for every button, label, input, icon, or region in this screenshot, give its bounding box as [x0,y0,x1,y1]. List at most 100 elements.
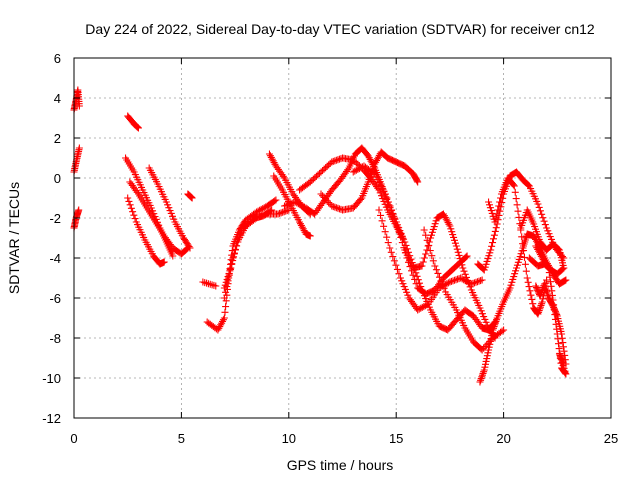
data-point [329,203,337,211]
data-point [296,201,304,209]
series-s23 [474,168,568,274]
data-point [525,283,533,291]
data-point [276,209,284,217]
data-point [538,210,546,218]
data-point [228,260,236,268]
data-point [440,284,448,292]
y-tick-label: -4 [49,251,61,266]
data-point [470,279,478,287]
data-point [124,194,132,202]
data-point [514,207,522,215]
data-point [125,197,133,205]
data-point [498,327,506,335]
data-point [357,164,365,172]
data-point [188,193,196,201]
data-point [478,346,486,354]
data-point [555,245,563,253]
series-s4 [124,112,142,132]
y-tick-label: -8 [49,331,61,346]
data-point [417,304,425,312]
data-point [550,306,558,314]
data-point [419,258,427,266]
data-point [426,247,434,255]
data-point [520,253,528,261]
data-point [335,155,343,163]
data-point [431,262,439,270]
series-s9 [184,190,196,202]
data-point [553,330,561,338]
data-point [459,264,467,272]
data-point [456,255,464,263]
x-tick-label: 15 [389,431,403,446]
data-point [420,303,428,311]
data-point [447,277,455,285]
data-point [385,198,393,206]
data-point [423,301,431,309]
data-point [496,198,504,206]
data-point [231,246,239,254]
data-point [293,199,301,207]
data-point [492,224,500,232]
data-point [291,198,299,206]
data-point [487,246,495,254]
data-point [357,195,365,203]
data-point [481,343,489,351]
data-point [223,283,231,291]
data-point [233,242,241,250]
data-point [444,279,452,287]
data-point [477,375,485,383]
data-point [222,303,230,311]
data-point [226,265,234,273]
data-point [415,305,423,313]
data-point [478,276,486,284]
series-s13 [220,206,276,302]
series-s20 [375,206,486,314]
data-point [75,206,83,214]
data-point [509,181,517,189]
data-point [126,201,134,209]
data-point [320,193,328,201]
data-point [212,282,220,290]
x-axis-label: GPS time / hours [287,457,394,473]
data-point [344,166,352,174]
data-point [129,208,137,216]
data-point [534,200,542,208]
data-point [234,238,242,246]
data-point [560,360,568,368]
data-point [378,217,386,225]
data-point [560,264,568,272]
data-point [489,235,497,243]
data-point [392,218,400,226]
data-point [383,194,391,202]
series-s22 [420,226,508,354]
data-point [460,267,468,275]
data-point [437,277,445,285]
data-point [548,291,556,299]
data-point [452,242,460,250]
x-tick-label: 5 [178,431,185,446]
axis-ticks: -12 -10 -8 -6 -4 -2 0 2 4 6 0 5 10 15 20 25 [42,51,618,446]
data-point [381,190,389,198]
data-point [477,277,485,285]
data-point [380,222,388,230]
data-point [446,278,454,286]
data-point [518,233,526,241]
data-point [279,172,287,180]
data-point [536,292,544,300]
data-point [398,239,406,247]
data-point [317,190,325,198]
data-point [377,211,385,219]
data-point [491,319,499,327]
data-point [488,242,496,250]
data-point [551,311,559,319]
data-point [552,320,560,328]
data-point [387,248,395,256]
data-point [386,202,394,210]
data-point [423,246,431,254]
data-point [548,287,556,295]
y-tick-label: -10 [42,371,61,386]
data-point [230,250,238,258]
data-point [520,247,528,255]
data-point [222,288,230,296]
